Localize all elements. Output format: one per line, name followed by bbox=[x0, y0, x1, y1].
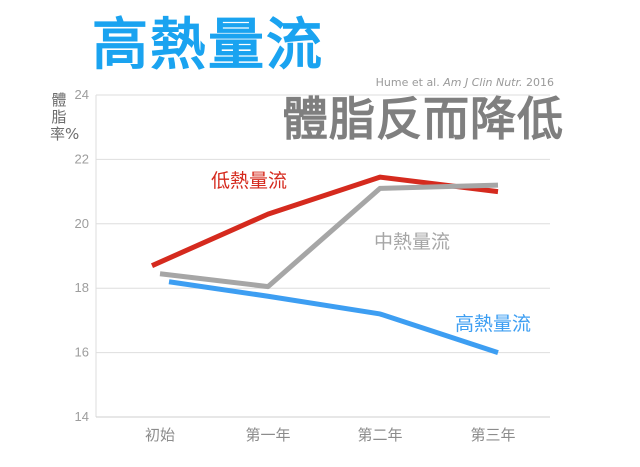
x-tick-labels: 初始 第一年 第二年 第三年 bbox=[145, 426, 516, 444]
y-tick-label: 18 bbox=[75, 280, 89, 295]
gridlines bbox=[95, 94, 550, 418]
y-axis-label: 體脂率% bbox=[50, 91, 80, 143]
citation-year: 2016 bbox=[522, 76, 554, 89]
y-tick-label: 22 bbox=[75, 151, 89, 166]
y-tick-label: 24 bbox=[75, 87, 89, 102]
series-line-2 bbox=[159, 182, 499, 290]
chart-subtitle: 體脂反而降低 bbox=[282, 92, 564, 146]
x-tick-label: 初始 bbox=[145, 426, 175, 444]
x-tick-label: 第一年 bbox=[245, 426, 290, 444]
series-lines bbox=[150, 174, 499, 355]
chart-title: 高熱量流 bbox=[92, 13, 324, 78]
series-line-3 bbox=[168, 279, 499, 355]
x-tick-label: 第三年 bbox=[470, 426, 515, 444]
series-label-3: 高熱量流 bbox=[455, 313, 531, 335]
x-tick-label: 第二年 bbox=[357, 426, 402, 444]
y-tick-label: 14 bbox=[75, 409, 89, 424]
y-tick-label: 16 bbox=[75, 345, 89, 360]
citation-journal: Am J Clin Nutr. bbox=[443, 76, 523, 89]
citation-authors: Hume et al. bbox=[375, 76, 444, 89]
y-tick-label: 20 bbox=[75, 216, 89, 231]
series-label-1: 低熱量流 bbox=[211, 170, 287, 192]
y-tick-labels: 14 16 18 20 22 24 bbox=[75, 87, 89, 424]
series-label-2: 中熱量流 bbox=[374, 231, 450, 253]
citation: Hume et al. Am J Clin Nutr. 2016 bbox=[376, 76, 554, 89]
